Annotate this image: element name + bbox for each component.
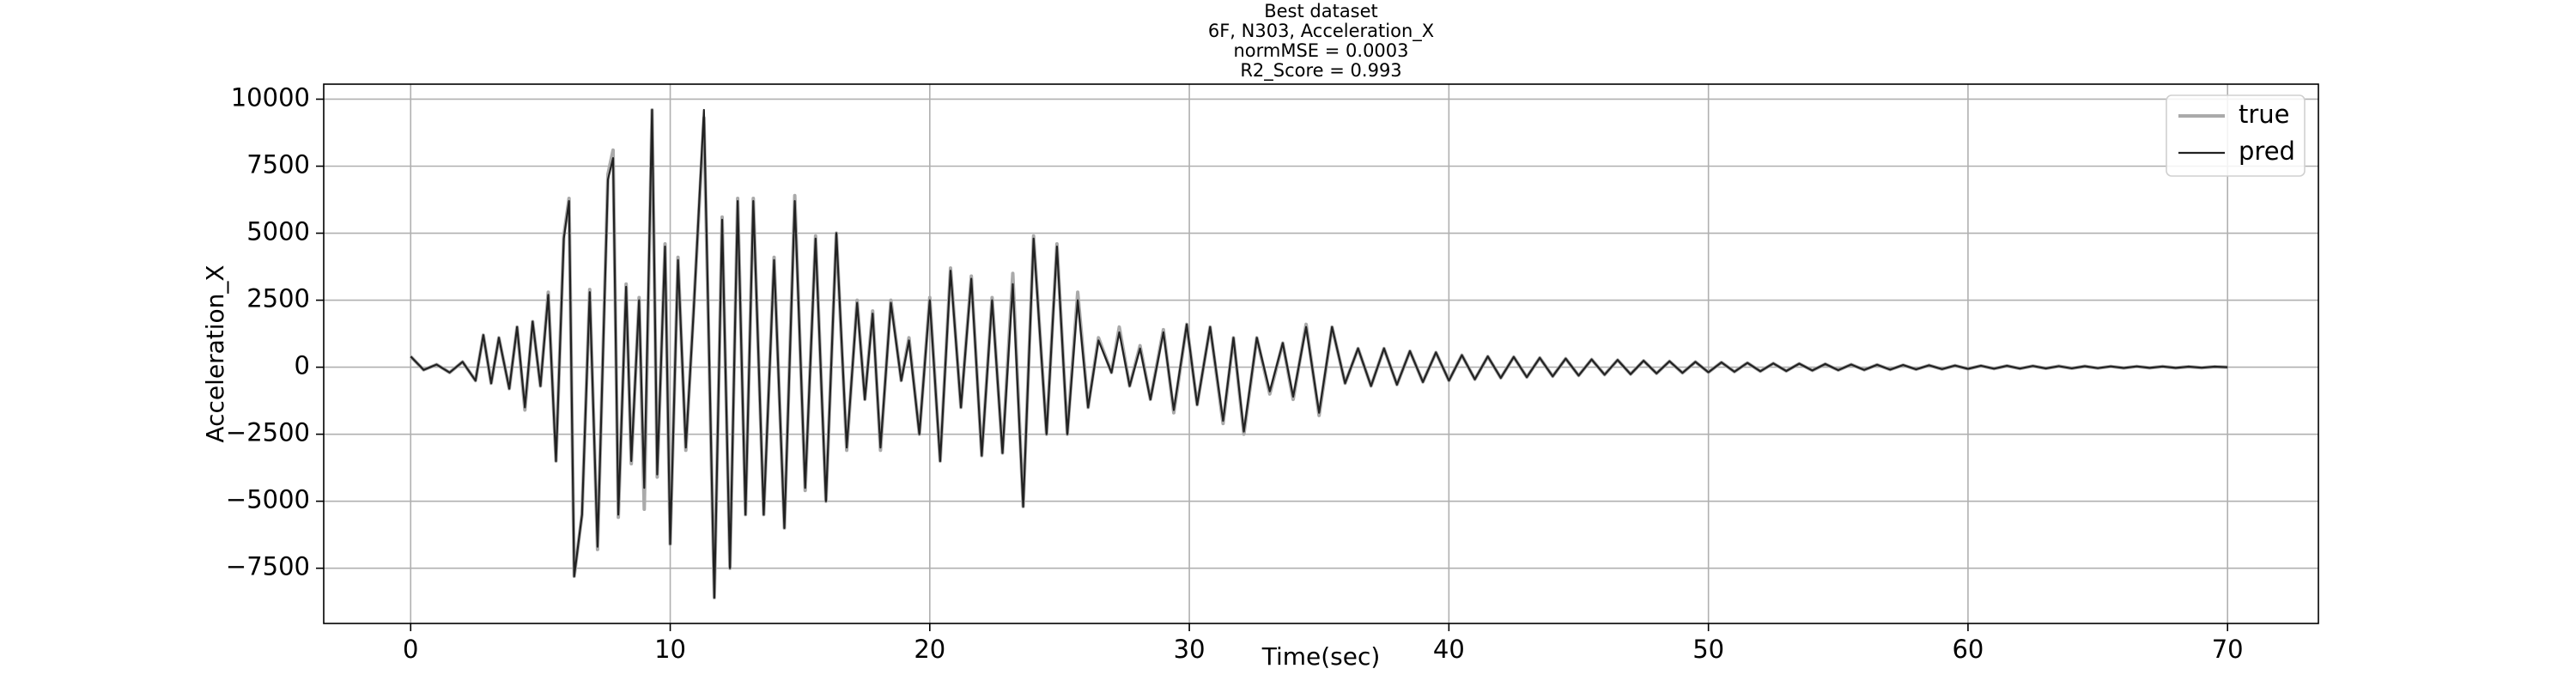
chart-title: Best dataset [1264,1,1378,21]
chart-title: R2_Score = 0.993 [1240,60,1401,82]
y-tick-label: 7500 [246,150,310,179]
legend-label: true [2239,100,2290,129]
x-tick-label: 50 [1692,635,1724,664]
y-tick-label: −2500 [226,418,310,447]
chart-title: normMSE = 0.0003 [1233,40,1408,61]
plot-frame [323,83,2319,624]
y-tick-label: −5000 [226,485,310,514]
y-axis-label: Acceleration_X [201,264,229,442]
y-tick-label: 5000 [246,217,310,246]
y-tick-label: 10000 [231,82,310,112]
y-tick-label: 0 [295,351,310,380]
x-tick-label: 70 [2212,635,2244,664]
chart-title: 6F, N303, Acceleration_X [1208,21,1434,42]
x-tick-label: 30 [1174,635,1206,664]
legend-label: pred [2239,137,2295,166]
x-axis-label: Time(sec) [1261,642,1381,671]
y-tick-label: −7500 [226,552,310,581]
x-tick-label: 0 [403,635,418,664]
x-tick-label: 20 [914,635,945,664]
y-tick-label: 2500 [246,284,310,313]
x-tick-label: 60 [1952,635,1984,664]
x-tick-label: 10 [654,635,686,664]
x-tick-label: 40 [1433,635,1465,664]
line-series [410,108,2228,599]
